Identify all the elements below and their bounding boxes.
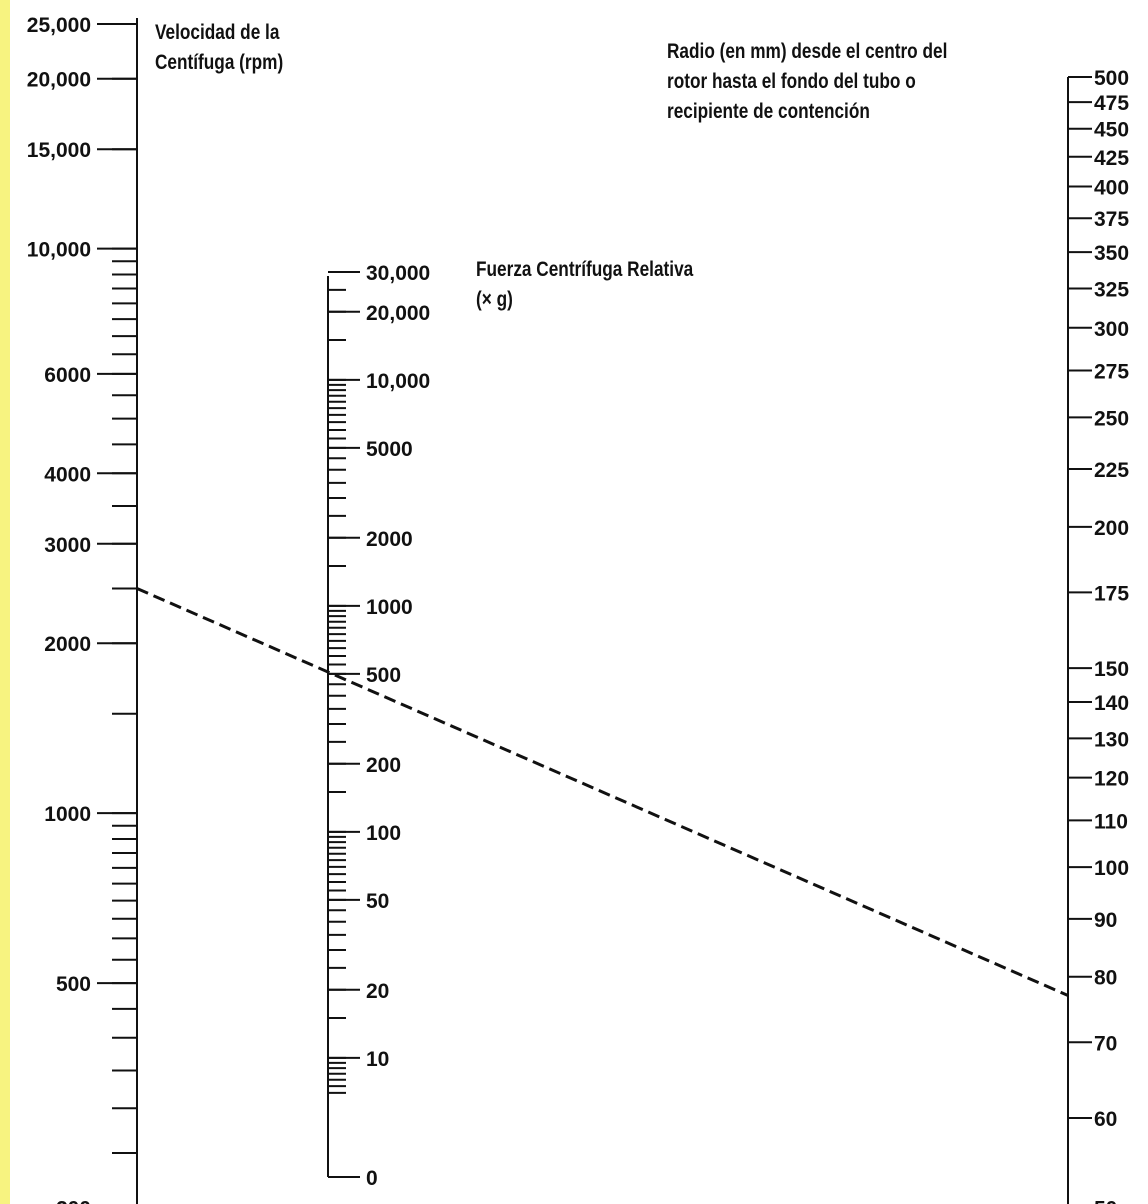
rpm-tick-label: 1000	[44, 803, 91, 826]
radius-tick-label: 425	[1094, 147, 1129, 170]
radius-tick-label: 225	[1094, 459, 1129, 482]
rcf-tick-label: 50	[366, 890, 389, 913]
radius-tick-label: 275	[1094, 361, 1129, 384]
rcf-title-line-2: (× g)	[476, 288, 513, 311]
rcf-tick-label: 2000	[366, 528, 413, 551]
rcf-scale: 30,00020,00010,0005000200010005002001005…	[327, 262, 430, 1190]
radius-tick-label: 60	[1094, 1108, 1117, 1131]
radius-tick-label: 120	[1094, 768, 1129, 791]
centrifuge-nomogram: 25,00020,00015,00010,0006000400030002000…	[27, 14, 1129, 1204]
radius-tick-label: 90	[1094, 909, 1117, 932]
radius-title-line-2: rotor hasta el fondo del tubo o	[667, 70, 916, 93]
rcf-scale-title: Fuerza Centrífuga Relativa (× g)	[476, 255, 693, 315]
rpm-tick-label: 10,000	[27, 239, 91, 262]
radius-tick-label: 140	[1094, 692, 1129, 715]
radius-scale-title: Radio (en mm) desde el centro del rotor …	[667, 37, 947, 127]
rcf-tick-label: 10	[366, 1048, 389, 1071]
radius-tick-label: 50	[1094, 1198, 1117, 1204]
rcf-tick-label: 500	[366, 664, 401, 687]
radius-tick-label: 150	[1094, 658, 1129, 681]
rpm-tick-label: 20,000	[27, 69, 91, 92]
radius-tick-label: 400	[1094, 177, 1129, 200]
rpm-tick-label: 500	[56, 973, 91, 996]
example-dashed-line	[136, 587, 1069, 997]
rpm-tick-label: 15,000	[27, 139, 91, 162]
rcf-tick-label: 30,000	[366, 262, 430, 285]
rcf-tick-label: 5000	[366, 438, 413, 461]
rpm-scale-title: Velocidad de la Centífuga (rpm)	[155, 18, 283, 78]
rcf-tick-label: 10,000	[366, 370, 430, 393]
radius-tick-label: 350	[1094, 242, 1129, 265]
radius-tick-label: 250	[1094, 407, 1129, 430]
radius-tick-label: 500	[1094, 67, 1129, 90]
radius-tick-label: 70	[1094, 1032, 1117, 1055]
rpm-title-line-2: Centífuga (rpm)	[155, 51, 284, 74]
rpm-tick-label: 25,000	[27, 14, 91, 37]
radius-tick-label: 325	[1094, 279, 1129, 302]
rpm-title-line-1: Velocidad de la	[155, 21, 280, 44]
radius-tick-label: 200	[1094, 517, 1129, 540]
rcf-tick-label: 20	[366, 980, 389, 1003]
radius-title-line-3: recipiente de contención	[667, 100, 870, 123]
radius-tick-label: 300	[1094, 318, 1129, 341]
radius-tick-label: 100	[1094, 857, 1129, 880]
radius-tick-label: 450	[1094, 119, 1129, 142]
radius-tick-label: 175	[1094, 582, 1129, 605]
radius-tick-label: 80	[1094, 967, 1117, 990]
rcf-title-line-1: Fuerza Centrífuga Relativa	[476, 258, 694, 281]
rpm-tick-label: 3000	[44, 534, 91, 557]
rcf-tick-label: 1000	[366, 596, 413, 619]
radius-title-line-1: Radio (en mm) desde el centro del	[667, 40, 948, 63]
radius-tick-label: 130	[1094, 728, 1129, 751]
rcf-tick-label: 0	[366, 1167, 378, 1190]
radius-tick-label: 475	[1094, 92, 1129, 115]
rpm-tick-label: 4000	[44, 463, 91, 486]
radius-tick-label: 375	[1094, 208, 1129, 231]
rpm-scale: 25,000 20,000 15,000 10,000 6000 4000 3000 2000…	[27, 14, 138, 1204]
radius-tick-label: 110	[1094, 810, 1128, 833]
rpm-tick-label: 200	[56, 1198, 91, 1204]
rcf-tick-label: 100	[366, 822, 401, 845]
rcf-tick-label: 20,000	[366, 302, 430, 325]
nomogram-panel: 25,000 20,000 15,000 10,000 6000 4000 3000 2000…	[10, 0, 1148, 1204]
rcf-tick-label: 200	[366, 754, 401, 777]
rpm-tick-label: 2000	[44, 633, 91, 656]
rpm-tick-label: 6000	[44, 364, 91, 387]
